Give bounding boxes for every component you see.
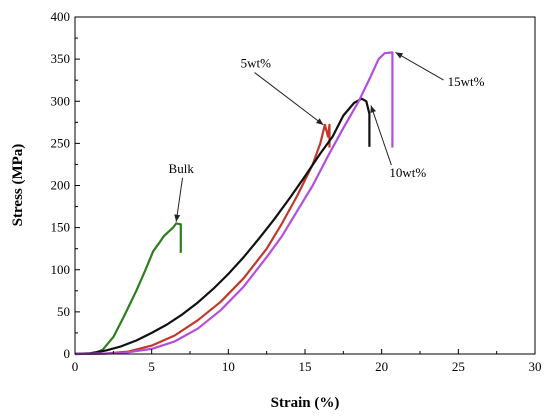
x-axis-title: Strain (%) (271, 395, 340, 411)
x-tick-label: 15 (299, 359, 312, 374)
annotation-bulk: Bulk (169, 161, 195, 176)
x-tick-label: 20 (375, 359, 388, 374)
y-tick-label: 250 (51, 135, 71, 150)
y-tick-label: 400 (51, 9, 71, 24)
annotation-wt15: 15wt% (448, 74, 485, 89)
annotation-arrow-line-wt5 (254, 72, 324, 126)
annotation-arrow-head-wt15 (395, 52, 404, 59)
y-tick-label: 100 (51, 262, 71, 277)
annotation-arrow-line-wt15 (395, 51, 444, 81)
annotation-arrow-head-wt5 (316, 118, 324, 125)
x-tick-label: 0 (72, 359, 79, 374)
x-tick-label: 30 (529, 359, 542, 374)
y-tick-label: 150 (51, 220, 71, 235)
annotation-arrow-head-bulk (174, 214, 181, 222)
series-line-wt10 (74, 97, 371, 356)
y-tick-label: 300 (51, 93, 71, 108)
x-tick-label: 25 (452, 359, 465, 374)
plot-frame (74, 16, 536, 355)
annotations-layer: Bulk 5wt% 10wt% 15wt% (169, 51, 485, 222)
y-tick-label: 50 (57, 304, 70, 319)
x-tick-label: 10 (222, 359, 235, 374)
annotation-arrow-line-bulk (175, 177, 184, 222)
y-tick-label: 0 (64, 346, 71, 361)
series-line-bulk (74, 222, 182, 356)
annotation-arrow-line-wt10 (370, 105, 392, 166)
series-line-wt15 (74, 51, 394, 356)
y-axis-title: Stress (MPa) (10, 144, 26, 227)
y-tick-label: 350 (51, 51, 71, 66)
series-line-wt5 (74, 123, 331, 356)
y-tick-label: 200 (51, 178, 71, 193)
annotation-wt5: 5wt% (241, 56, 272, 71)
annotation-arrow-head-wt10 (370, 105, 377, 114)
annotation-wt10: 10wt% (389, 165, 426, 180)
x-tick-label: 5 (148, 359, 155, 374)
series-layer (74, 51, 394, 356)
